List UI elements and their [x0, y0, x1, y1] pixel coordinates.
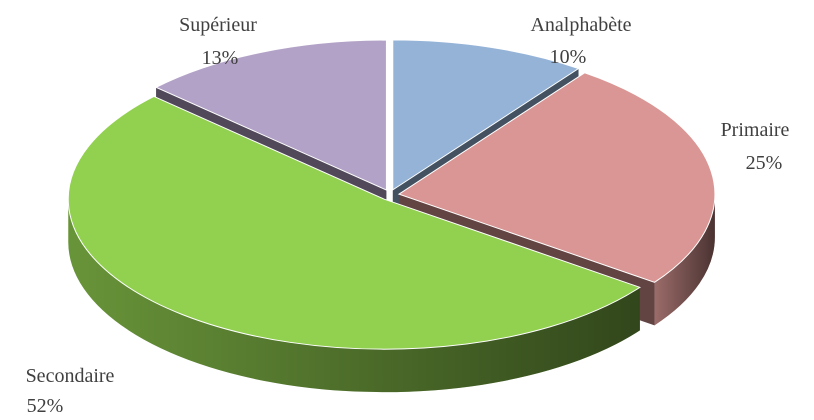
slice-label: Secondaire	[26, 365, 115, 387]
slice-tops	[67, 39, 716, 350]
slice-wall-shade	[654, 194, 715, 326]
slice-label: Primaire	[721, 119, 790, 141]
slice-value-label: 52%	[27, 395, 64, 417]
slice	[67, 95, 642, 350]
slice-value-label: 10%	[550, 46, 587, 68]
slice	[154, 39, 387, 191]
slice	[397, 72, 716, 283]
slice-label: Supérieur	[179, 14, 257, 36]
slice-value-label: 13%	[202, 47, 239, 69]
slice-label: Analphabète	[530, 14, 631, 36]
slice-value-label: 25%	[746, 152, 783, 174]
slice-wall-shade	[68, 199, 640, 393]
slice	[392, 39, 580, 191]
